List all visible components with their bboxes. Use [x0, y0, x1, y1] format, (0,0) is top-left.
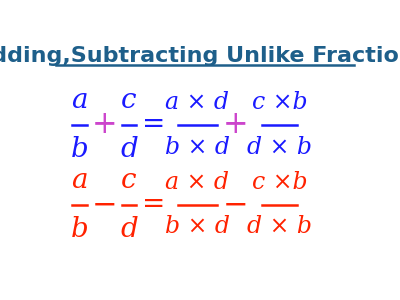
Text: c ×b: c ×b [252, 171, 307, 194]
Text: =: = [142, 191, 166, 218]
Text: d: d [120, 136, 138, 163]
Text: d × b: d × b [247, 136, 312, 159]
Text: d × b: d × b [247, 215, 312, 238]
Text: a: a [71, 87, 88, 114]
Text: Adding,Subtracting Unlike Fractions:: Adding,Subtracting Unlike Fractions: [0, 46, 400, 66]
Text: b × d: b × d [165, 215, 230, 238]
Text: c: c [121, 87, 137, 114]
Text: a × d: a × d [165, 91, 229, 114]
Text: b: b [70, 216, 88, 243]
Text: =: = [142, 111, 166, 138]
Text: b × d: b × d [165, 136, 230, 159]
Text: +: + [223, 110, 249, 140]
Text: b: b [70, 136, 88, 163]
Text: −: − [92, 189, 117, 220]
Text: −: − [223, 189, 249, 220]
Text: +: + [92, 110, 117, 140]
Text: a: a [71, 167, 88, 194]
Text: d: d [120, 216, 138, 243]
Text: c: c [121, 167, 137, 194]
Text: c ×b: c ×b [252, 91, 307, 114]
Text: a × d: a × d [165, 171, 229, 194]
